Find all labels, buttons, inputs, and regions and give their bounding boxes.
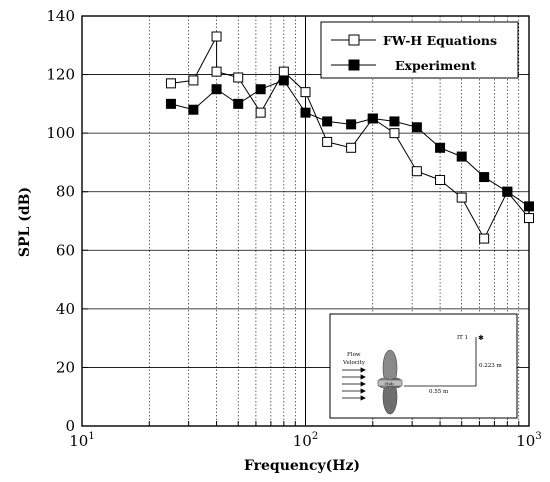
y-tick-label: 80 xyxy=(56,183,75,201)
inset-schematic: Flow Velocity Hub ✱ IT 1 0.223 m 0.55 m xyxy=(329,313,518,419)
flow-arrows xyxy=(342,367,366,401)
experiment-point xyxy=(255,84,266,95)
x-axis-ticks: 101 102 103 xyxy=(69,431,541,450)
fwh-point xyxy=(479,233,490,244)
experiment-point xyxy=(524,201,534,212)
fwh-point xyxy=(524,213,534,224)
legend: FW-H Equations Experiment xyxy=(320,21,519,79)
fwh-point xyxy=(211,66,222,77)
fwh-point xyxy=(255,107,266,118)
fwh-point xyxy=(389,128,400,139)
x-tick-label: 103 xyxy=(516,431,541,450)
inset-box xyxy=(329,313,518,419)
y-axis-ticks: 0 20 40 60 80 100 120 140 xyxy=(46,7,75,435)
propeller-icon xyxy=(377,349,403,415)
experiment-point xyxy=(188,104,199,115)
experiment-point xyxy=(165,98,176,109)
data-series xyxy=(165,31,534,244)
y-tick-label: 40 xyxy=(56,300,75,318)
distance-lines xyxy=(404,337,477,387)
experiment-point xyxy=(346,119,357,130)
experiment-point xyxy=(411,122,422,133)
inset-flow-label-line2: Velocity xyxy=(342,360,366,366)
x-tick-label: 102 xyxy=(293,431,318,450)
experiment-point xyxy=(456,151,467,162)
experiment-point xyxy=(435,142,446,153)
legend-label-fwh: FW-H Equations xyxy=(383,33,497,48)
inset-hub-label: Hub xyxy=(385,381,394,386)
series-line-fwh xyxy=(170,36,530,240)
fwh-point xyxy=(456,192,467,203)
fwh-point xyxy=(165,78,176,89)
experiment-point xyxy=(479,172,490,183)
y-tick-label: 100 xyxy=(46,124,75,142)
experiment-point xyxy=(389,116,400,127)
fwh-point xyxy=(300,87,311,98)
fwh-point xyxy=(233,72,244,83)
y-tick-label: 0 xyxy=(65,417,75,435)
experiment-point xyxy=(233,98,244,109)
experiment-point xyxy=(278,75,289,86)
x-axis-title: Frequency(Hz) xyxy=(244,458,360,474)
experiment-point xyxy=(211,84,222,95)
y-tick-label: 60 xyxy=(56,241,75,259)
fwh-point xyxy=(188,75,199,86)
fwh-point xyxy=(278,66,289,77)
legend-marker-experiment xyxy=(348,59,360,71)
inset-point-marker: ✱ xyxy=(478,334,484,342)
x-tick-label: 101 xyxy=(69,431,94,450)
experiment-point xyxy=(502,186,513,197)
experiment-point xyxy=(367,113,378,124)
inset-vertical-distance: 0.223 m xyxy=(479,363,502,369)
fwh-point xyxy=(346,142,357,153)
inset-flow-label-line1: Flow xyxy=(347,352,361,358)
fwh-point xyxy=(322,136,333,147)
legend-label-experiment: Experiment xyxy=(395,58,476,73)
experiment-point xyxy=(300,107,311,118)
fwh-point xyxy=(411,166,422,177)
y-tick-label: 120 xyxy=(46,66,75,84)
fwh-point xyxy=(211,31,222,42)
inset-point-label: IT 1 xyxy=(457,335,468,341)
fwh-point xyxy=(435,175,446,185)
legend-marker-fwh xyxy=(348,34,360,46)
y-tick-label: 20 xyxy=(56,358,75,376)
experiment-point xyxy=(322,116,333,127)
inset-horizontal-distance: 0.55 m xyxy=(429,389,449,395)
y-axis-title: SPL (dB) xyxy=(17,187,33,257)
y-tick-label: 140 xyxy=(46,7,75,25)
grid-lines xyxy=(82,16,529,426)
